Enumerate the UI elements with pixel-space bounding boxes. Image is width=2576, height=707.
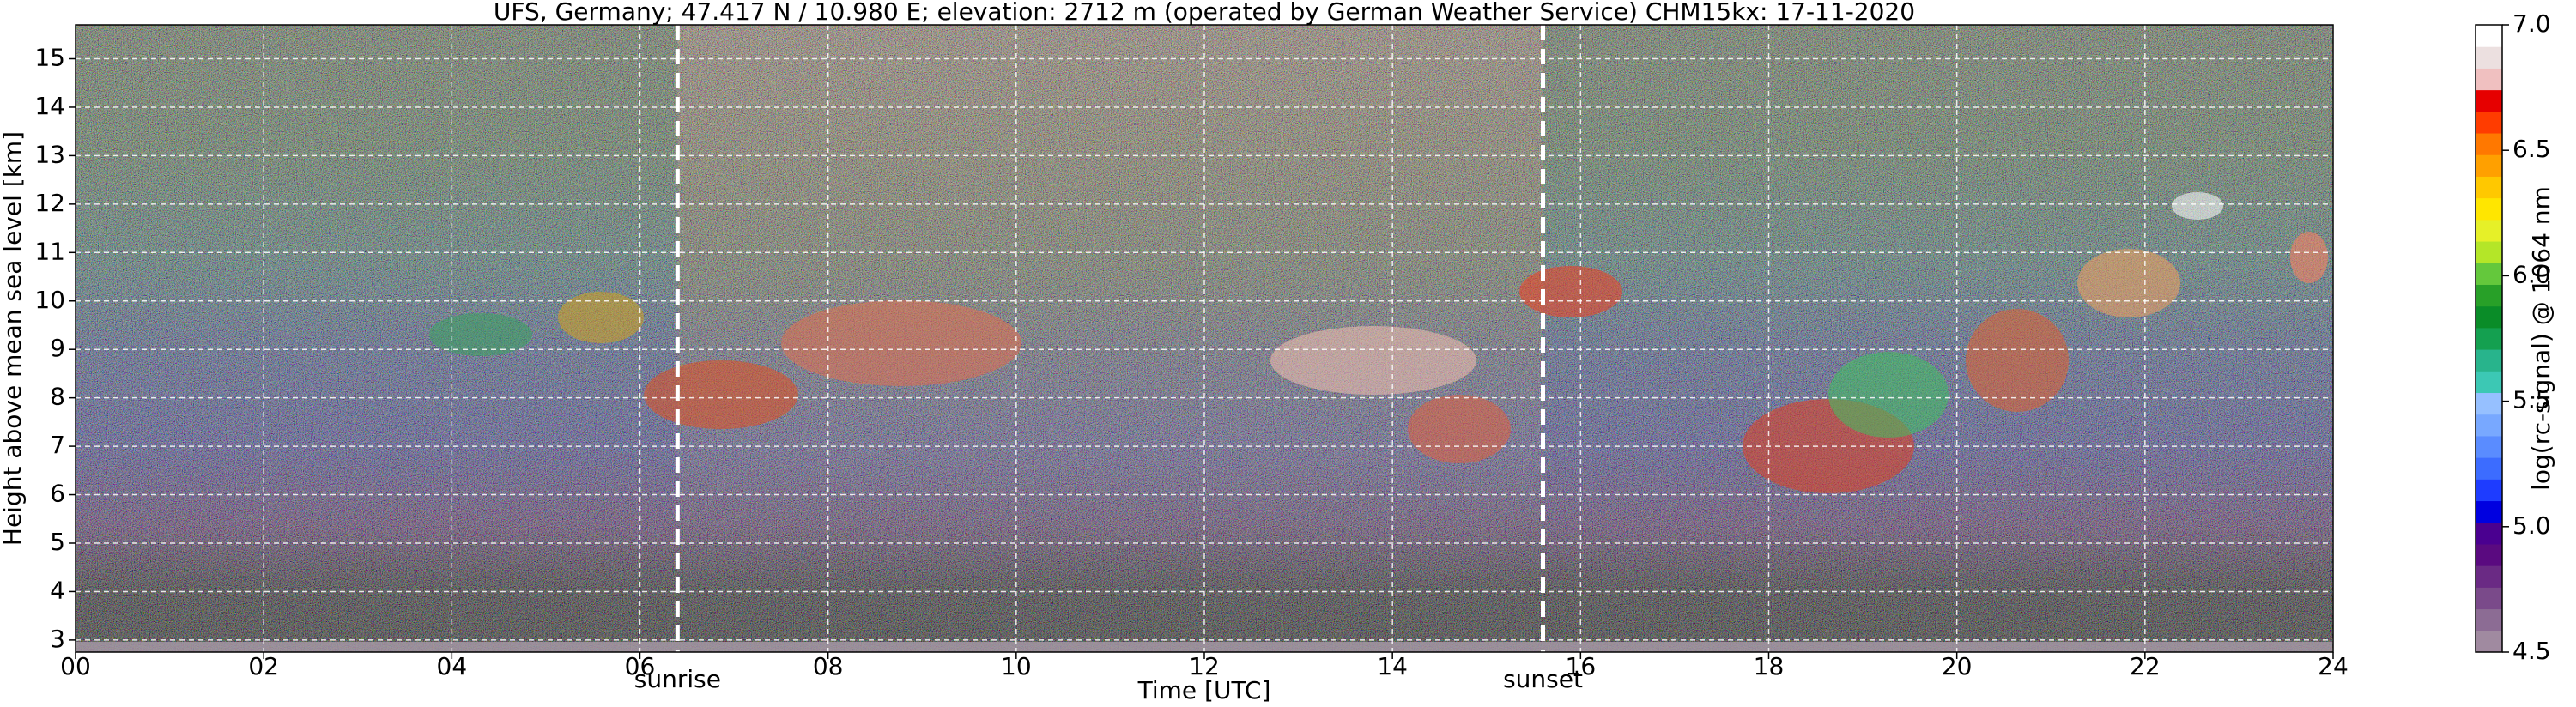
colorbar-tick-label: 6.5 [2512,135,2551,163]
x-tick-label: 02 [248,652,279,680]
colorbar-segment [2476,457,2502,480]
x-tick-label: 22 [2130,652,2161,680]
colorbar-tick-label: 5.0 [2512,511,2551,540]
y-tick-label: 6 [50,480,65,508]
colorbar-segment [2476,630,2502,653]
y-tick-label: 9 [50,334,65,362]
colorbar-segment [2476,435,2502,458]
cloud-feature [1828,352,1949,438]
x-tick-label: 00 [60,652,91,680]
colorbar-segment [2476,543,2502,566]
colorbar-segment [2476,197,2502,221]
x-axis-label: Time [UTC] [1137,676,1271,704]
x-tick-label: 18 [1754,652,1785,680]
cloud-feature [1408,395,1511,463]
y-tick-label: 3 [50,625,65,653]
y-tick-label: 8 [50,383,65,411]
cloud-feature [781,300,1021,386]
colorbar-segment [2476,305,2502,329]
y-tick-label: 4 [50,576,65,604]
colorbar-segment [2476,241,2502,263]
colorbar-segment [2476,414,2502,437]
annotation-label: sunrise [634,665,721,693]
colorbar-segment [2476,46,2502,69]
cloud-feature [1519,266,1622,317]
colorbar-segment [2476,89,2502,112]
colorbar-segment [2476,608,2502,631]
x-tick-label: 20 [1942,652,1973,680]
colorbar-segment [2476,154,2502,177]
cloud-feature [1270,326,1476,395]
colorbar-segment [2476,327,2502,350]
colorbar-segment [2476,587,2502,610]
colorbar-segment [2476,68,2502,91]
x-tick-label: 10 [1001,652,1032,680]
cloud-feature [1966,309,2069,412]
cloud-feature [429,313,532,356]
colorbar-label: log(rc-signal) @ 1064 nm [2527,186,2555,491]
y-tick-label: 12 [34,189,65,217]
colorbar-segment [2476,565,2502,588]
y-tick-label: 13 [34,140,65,168]
x-tick-label: 24 [2318,652,2349,680]
colorbar-segment [2476,219,2502,242]
plot-frame [75,24,2334,653]
y-tick-label: 5 [50,528,65,556]
x-tick-label: 08 [813,652,844,680]
colorbar-segment [2476,176,2502,199]
colorbar-segment [2476,479,2502,502]
colorbar-segment [2476,25,2502,47]
colorbar-segment [2476,133,2502,155]
colorbar-tick-label: 6.0 [2512,260,2551,288]
colorbar-segment [2476,392,2502,415]
colorbar-tick-label: 5.5 [2512,386,2551,414]
colorbar-segment [2476,284,2502,307]
y-axis-label: Height above mean sea level [km] [0,131,27,546]
y-tick-label: 14 [34,92,65,120]
x-tick-label: 14 [1377,652,1408,680]
colorbar-segment [2476,349,2502,372]
cloud-feature [2172,192,2223,220]
colorbar-tick-label: 4.5 [2512,637,2551,665]
y-tick-label: 7 [50,431,65,459]
x-tick-label: 06 [625,652,656,680]
x-tick-label: 04 [437,652,468,680]
y-tick-label: 11 [34,237,65,265]
y-tick-label: 10 [34,286,65,314]
y-tick-label: 15 [34,44,65,72]
cloud-feature [2077,249,2180,317]
colorbar-segment [2476,500,2502,523]
x-tick-label: 12 [1189,652,1220,680]
colorbar-tick-label: 7.0 [2512,9,2551,38]
x-tick-label: 16 [1566,652,1597,680]
colorbar-segment [2476,111,2502,134]
colorbar-segment [2476,522,2502,545]
colorbar-segment [2476,371,2502,394]
cloud-feature [644,360,798,429]
colorbar-segment [2476,263,2502,285]
annotation-label: sunset [1503,665,1583,693]
chart-title: UFS, Germany; 47.417 N / 10.980 E; eleva… [494,0,1915,26]
cloud-feature [2290,232,2328,283]
colorbar-frame [2475,24,2503,653]
cloud-feature [558,292,644,343]
